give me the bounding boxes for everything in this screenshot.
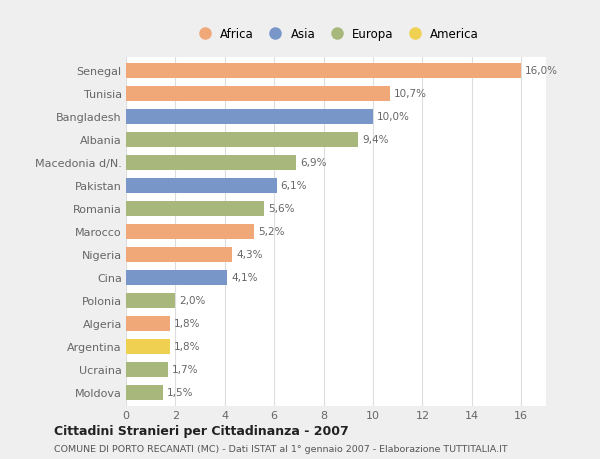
Bar xyxy=(126,156,296,170)
Legend: Africa, Asia, Europa, America: Africa, Asia, Europa, America xyxy=(188,23,484,45)
Text: 10,7%: 10,7% xyxy=(394,89,427,99)
Bar xyxy=(126,339,170,354)
Bar xyxy=(126,293,175,308)
Text: 1,5%: 1,5% xyxy=(167,387,193,397)
Text: 16,0%: 16,0% xyxy=(525,66,558,76)
Text: 4,1%: 4,1% xyxy=(231,273,257,283)
Text: 6,9%: 6,9% xyxy=(300,158,326,168)
Text: 5,6%: 5,6% xyxy=(268,204,295,214)
Bar xyxy=(126,362,168,377)
Text: 9,4%: 9,4% xyxy=(362,135,388,145)
Bar xyxy=(126,247,232,262)
Bar xyxy=(126,179,277,193)
Text: 10,0%: 10,0% xyxy=(377,112,410,122)
Text: COMUNE DI PORTO RECANATI (MC) - Dati ISTAT al 1° gennaio 2007 - Elaborazione TUT: COMUNE DI PORTO RECANATI (MC) - Dati IST… xyxy=(54,444,508,453)
Bar xyxy=(126,224,254,239)
Bar xyxy=(126,270,227,285)
Bar xyxy=(126,64,521,78)
Text: 4,3%: 4,3% xyxy=(236,250,262,260)
Text: 1,8%: 1,8% xyxy=(174,341,200,352)
Text: Cittadini Stranieri per Cittadinanza - 2007: Cittadini Stranieri per Cittadinanza - 2… xyxy=(54,424,349,437)
Bar xyxy=(126,385,163,400)
Text: 1,8%: 1,8% xyxy=(174,319,200,329)
Bar xyxy=(126,316,170,331)
Text: 1,7%: 1,7% xyxy=(172,364,198,375)
Bar xyxy=(126,110,373,124)
Text: 5,2%: 5,2% xyxy=(258,227,284,237)
Text: 2,0%: 2,0% xyxy=(179,296,205,306)
Text: 6,1%: 6,1% xyxy=(280,181,307,191)
Bar xyxy=(126,202,265,216)
Bar xyxy=(126,133,358,147)
Bar xyxy=(126,87,391,101)
